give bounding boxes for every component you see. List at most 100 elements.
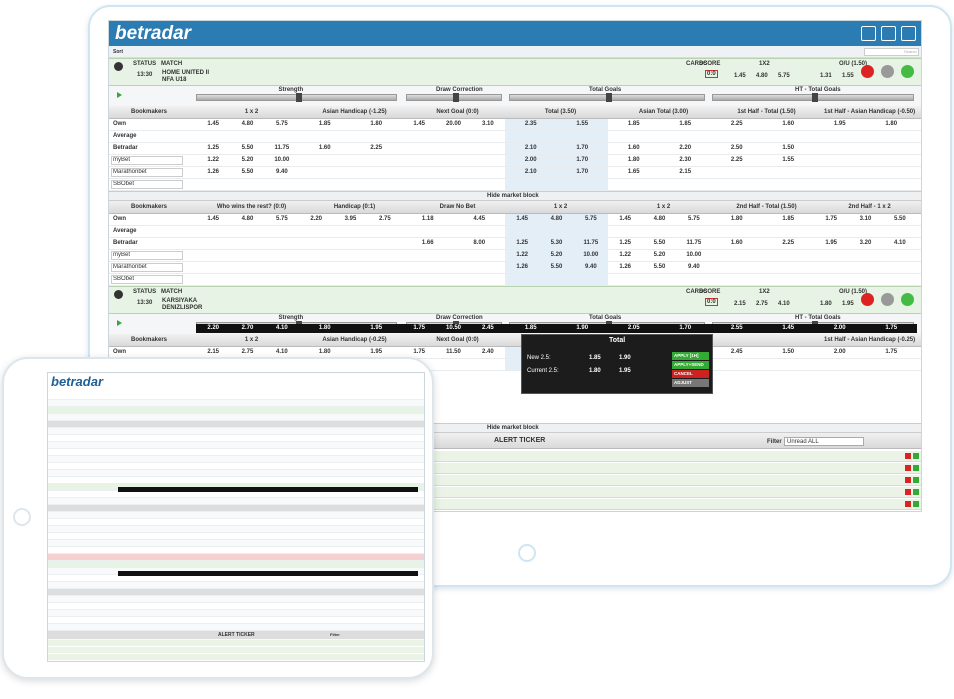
tablet-row: [48, 407, 424, 414]
ticker-go[interactable]: [913, 489, 919, 495]
match-action[interactable]: [861, 293, 874, 306]
strip-value: 1.80: [318, 325, 331, 331]
odds-cell: 2.20: [679, 145, 692, 151]
odds-cell: 1.25: [619, 240, 631, 246]
odds-cell: 3.20: [859, 240, 872, 246]
ticker-go[interactable]: [913, 477, 919, 483]
tablet-row: [48, 498, 424, 505]
ticker-go[interactable]: [913, 501, 919, 507]
hide-bar: [109, 191, 921, 201]
bookmaker-select[interactable]: [111, 180, 183, 189]
odds-cell: 1.50: [782, 145, 795, 151]
slider-label: Draw Correction: [436, 315, 483, 321]
play-button[interactable]: [117, 92, 122, 98]
bookmaker-select[interactable]: [111, 275, 183, 284]
ticker-delete[interactable]: [905, 465, 911, 471]
home-team: HOME UNITED II: [162, 70, 210, 76]
odds-cell: 1.85: [782, 216, 795, 222]
tablet-row: [48, 428, 424, 435]
search-box[interactable]: [864, 48, 919, 56]
match-action[interactable]: [861, 65, 874, 78]
slider-knob[interactable]: [295, 93, 302, 102]
odds-cell: 2.40: [481, 349, 494, 355]
tablet-ticker-title: ALERT TICKER: [218, 632, 255, 638]
bookmaker-select[interactable]: [111, 263, 183, 272]
tablet-row: [48, 393, 424, 400]
ticker-title: ALERT TICKER: [494, 437, 546, 444]
popup-button[interactable]: [672, 370, 709, 378]
popup-button-label: APPLY [1H]: [674, 353, 699, 358]
odds-cell: 1.60: [318, 145, 331, 151]
tablet-row: [48, 589, 424, 596]
odds-cell: 2.25: [370, 145, 383, 151]
odds-cell: 1.18: [421, 216, 434, 222]
match-action[interactable]: [901, 293, 914, 306]
odds-cell: 4.80: [241, 121, 254, 127]
popup-button[interactable]: [672, 361, 709, 369]
row-line: [109, 261, 921, 262]
strip-value: 1.75: [885, 325, 898, 331]
odds-cell: 1.75: [825, 216, 837, 222]
market-label: 1X2: [759, 61, 770, 67]
ticker-delete[interactable]: [905, 477, 911, 483]
bookmaker-name: Own: [113, 121, 126, 127]
odds-cell: 1.45: [516, 216, 528, 222]
match-odds: 1.95: [842, 301, 854, 307]
bookmaker-name: Marathonbet: [113, 264, 147, 270]
status-label: STATUS: [133, 61, 157, 67]
market-title: Next Goal (0:0): [436, 109, 479, 115]
odds-cell: 1.70: [576, 145, 589, 151]
slider-knob[interactable]: [812, 93, 818, 102]
score: 0:0: [705, 70, 718, 78]
toolbar-button[interactable]: [861, 26, 876, 41]
ticker-delete[interactable]: [905, 453, 911, 459]
bookmaker-name: SBObet: [113, 276, 135, 282]
popup-button[interactable]: [672, 352, 709, 360]
slider-knob[interactable]: [453, 93, 459, 102]
match-odds: 1.80: [820, 301, 832, 307]
strip-value: 10.50: [445, 325, 461, 331]
odds-cell: 20.00: [445, 121, 461, 127]
market-title: 2nd Half - Total (1.50): [736, 204, 797, 210]
odds-cell: 1.85: [318, 121, 331, 127]
bookmaker-select[interactable]: [111, 156, 183, 165]
strip-value: 2.45: [481, 325, 494, 331]
popup-button[interactable]: [672, 379, 709, 387]
odds-cell: 1.22: [516, 252, 528, 258]
tablet-row: [48, 547, 424, 554]
odds-cell: 11.75: [583, 240, 599, 246]
odds-cell: 1.95: [833, 121, 846, 127]
odds-cell: 1.60: [782, 121, 795, 127]
market-title: 1 x 2: [244, 109, 259, 115]
slider-knob[interactable]: [606, 93, 612, 102]
odds-cell: 1.60: [627, 145, 640, 151]
slider-label: Strength: [278, 87, 304, 93]
bookmaker-select[interactable]: [111, 168, 183, 177]
ticker-delete[interactable]: [905, 489, 911, 495]
sort-label: Sort: [113, 49, 123, 55]
tablet-row: [48, 477, 424, 484]
ticker-go[interactable]: [913, 453, 919, 459]
tablet-row: [48, 421, 424, 428]
market-label: O/U (1.50): [839, 61, 868, 67]
away-team: NFA U18: [162, 77, 187, 83]
ticker-go[interactable]: [913, 465, 919, 471]
match-action[interactable]: [901, 65, 914, 78]
match-action[interactable]: [881, 293, 894, 306]
odds-cell: 5.50: [653, 240, 666, 246]
popup-label: New 2.5:: [527, 355, 551, 361]
strip-value: 1.75: [413, 325, 425, 331]
match-action[interactable]: [881, 65, 894, 78]
odds-cell: 4.80: [550, 216, 563, 222]
toolbar-button[interactable]: [901, 26, 916, 41]
popup-value: 1.85: [589, 355, 601, 361]
odds-cell: 3.10: [481, 121, 494, 127]
play-button[interactable]: [117, 320, 122, 326]
bookmakers-label: Bookmakers: [131, 204, 168, 210]
ticker-delete[interactable]: [905, 501, 911, 507]
toolbar-button[interactable]: [881, 26, 896, 41]
odds-cell: 1.26: [516, 264, 528, 270]
bookmaker-select[interactable]: [111, 251, 183, 260]
ticker-filter-select[interactable]: [784, 437, 864, 446]
score-label: SCORE: [699, 61, 721, 67]
